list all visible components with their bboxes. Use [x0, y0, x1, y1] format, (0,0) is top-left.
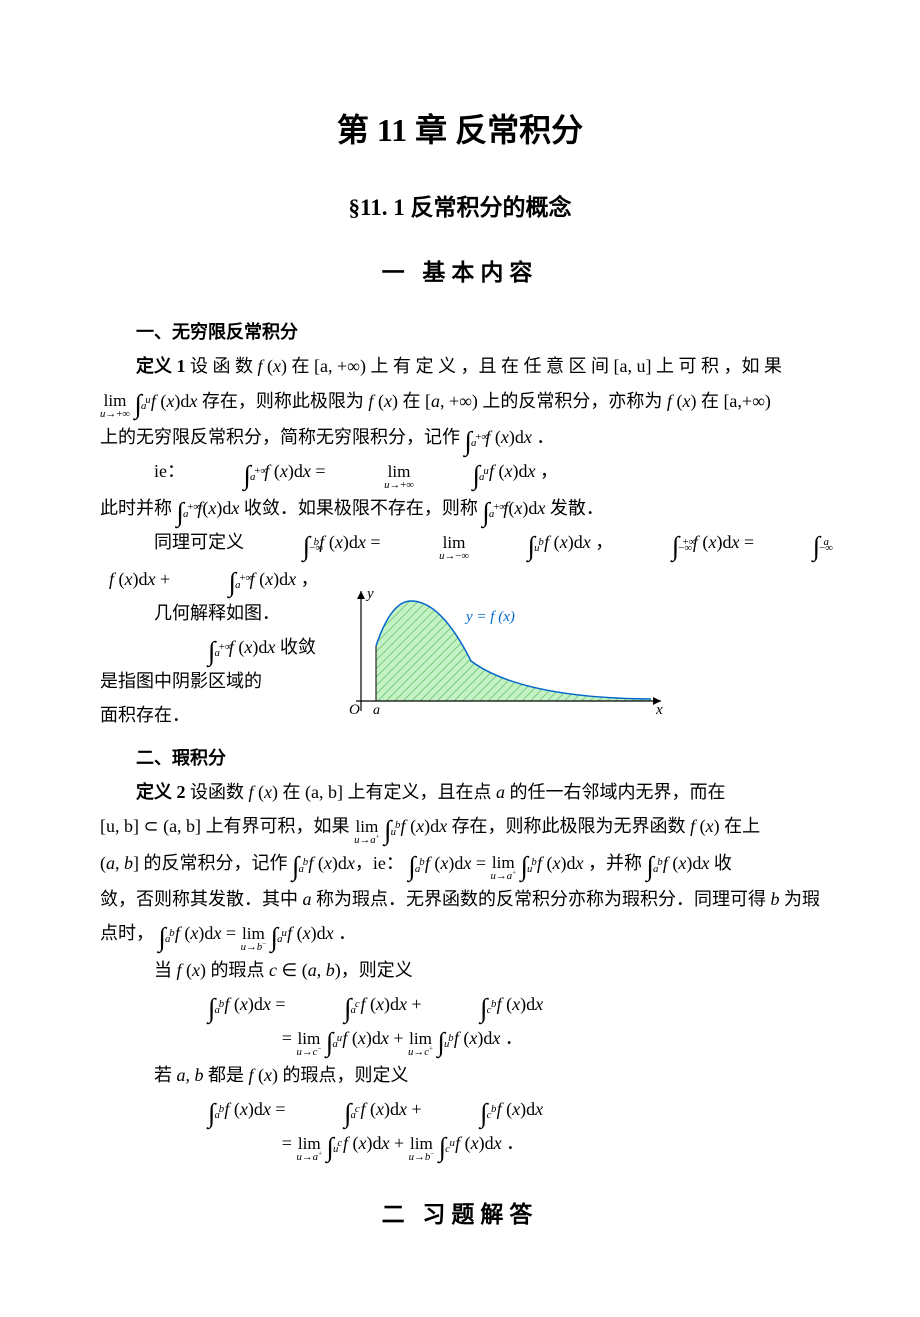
- shade-text: 是指图中阴影区域的: [100, 664, 316, 698]
- def2-line4: 敛，否则称其发散．其中 a 称为瑕点．无界函数的反常积分亦称为瑕积分．同理可得 …: [100, 882, 820, 916]
- heading-improper: 二、瑕积分: [100, 741, 820, 775]
- limit: limu→+∞: [100, 392, 130, 420]
- conv-formula: ∫a+∞ f (x)dx 收敛: [100, 630, 316, 664]
- def1-line3: 上的无穷限反常积分，简称无穷限积分，记作 ∫a+∞ f (x)dx ．: [100, 420, 820, 454]
- curve-diagram: O a x y y = f (x): [331, 586, 671, 721]
- def2-c-case: 当 f (x) 的瑕点 c ∈ (a, b)，则定义: [100, 953, 820, 987]
- def2-ab-case: 若 a, b 都是 f (x) 的瑕点，则定义: [100, 1058, 820, 1092]
- area-text: 面积存在．: [100, 698, 316, 732]
- section-title: §11. 1 反常积分的概念: [100, 186, 820, 230]
- def2-line3: (a, b] 的反常积分，记作 ∫ab f (x)dx，ie： ∫ab f (x…: [100, 846, 820, 883]
- def1-line2: limu→+∞ ∫au f (x)dx 存在，则称此极限为 f (x) 在 [a…: [100, 384, 820, 421]
- svg-text:x: x: [655, 702, 663, 718]
- converge-line: 此时并称 ∫a+∞ f(x)dx 收敛．如果极限不存在，则称 ∫a+∞ f(x)…: [100, 491, 820, 525]
- def2-label: 定义 2: [136, 782, 186, 802]
- part1-title: 一 基本内容: [100, 251, 820, 295]
- def2-b-case: 点时， ∫ab f (x)dx = limu→b− ∫au f (x)dx ．: [100, 916, 820, 953]
- geo-text: 几何解释如图．: [100, 596, 316, 630]
- def2-c-eq1: ∫ab f (x)dx = ∫ac f (x)dx + ∫cb f (x)dx: [100, 987, 820, 1021]
- figure-row: 几何解释如图． ∫a+∞ f (x)dx 收敛 是指图中阴影区域的 面积存在．: [100, 596, 820, 733]
- svg-text:a: a: [373, 703, 380, 718]
- heading-infinite: 一、无穷限反常积分: [100, 315, 820, 349]
- def2-ab-eq1: ∫ab f (x)dx = ∫ac f (x)dx + ∫cb f (x)dx: [100, 1092, 820, 1126]
- def1-label: 定义 1: [136, 356, 186, 376]
- def2-line1: 定义 2 设函数 f (x) 在 (a, b] 上有定义，且在点 a 的任一右邻…: [100, 775, 820, 809]
- chapter-title: 第 11 章 反常积分: [100, 100, 820, 161]
- part2-title: 二 习题解答: [100, 1193, 820, 1237]
- page: 第 11 章 反常积分 §11. 1 反常积分的概念 一 基本内容 一、无穷限反…: [0, 0, 920, 1317]
- def2-line2: [u, b] ⊂ (a, b] 上有界可积，如果 limu→a+ ∫ub f (…: [100, 809, 820, 846]
- def2-c-eq2: = limu→c− ∫au f (x)dx + limu→c+ ∫ub f (x…: [100, 1021, 820, 1058]
- svg-text:y: y: [365, 586, 374, 602]
- svg-text:y = f (x): y = f (x): [464, 609, 515, 625]
- def1-line1: 定义 1 设 函 数 f (x) 在 [a, +∞) 上 有 定 义 ，且 在 …: [100, 349, 820, 383]
- svg-text:O: O: [349, 702, 360, 718]
- ie-line: ie： ∫a+∞ f (x)dx = limu→+∞ ∫au f (x)dx ，: [100, 454, 820, 491]
- def2-ab-eq2: = limu→a+ ∫uc f (x)dx + limu→b− ∫cu f (x…: [100, 1126, 820, 1163]
